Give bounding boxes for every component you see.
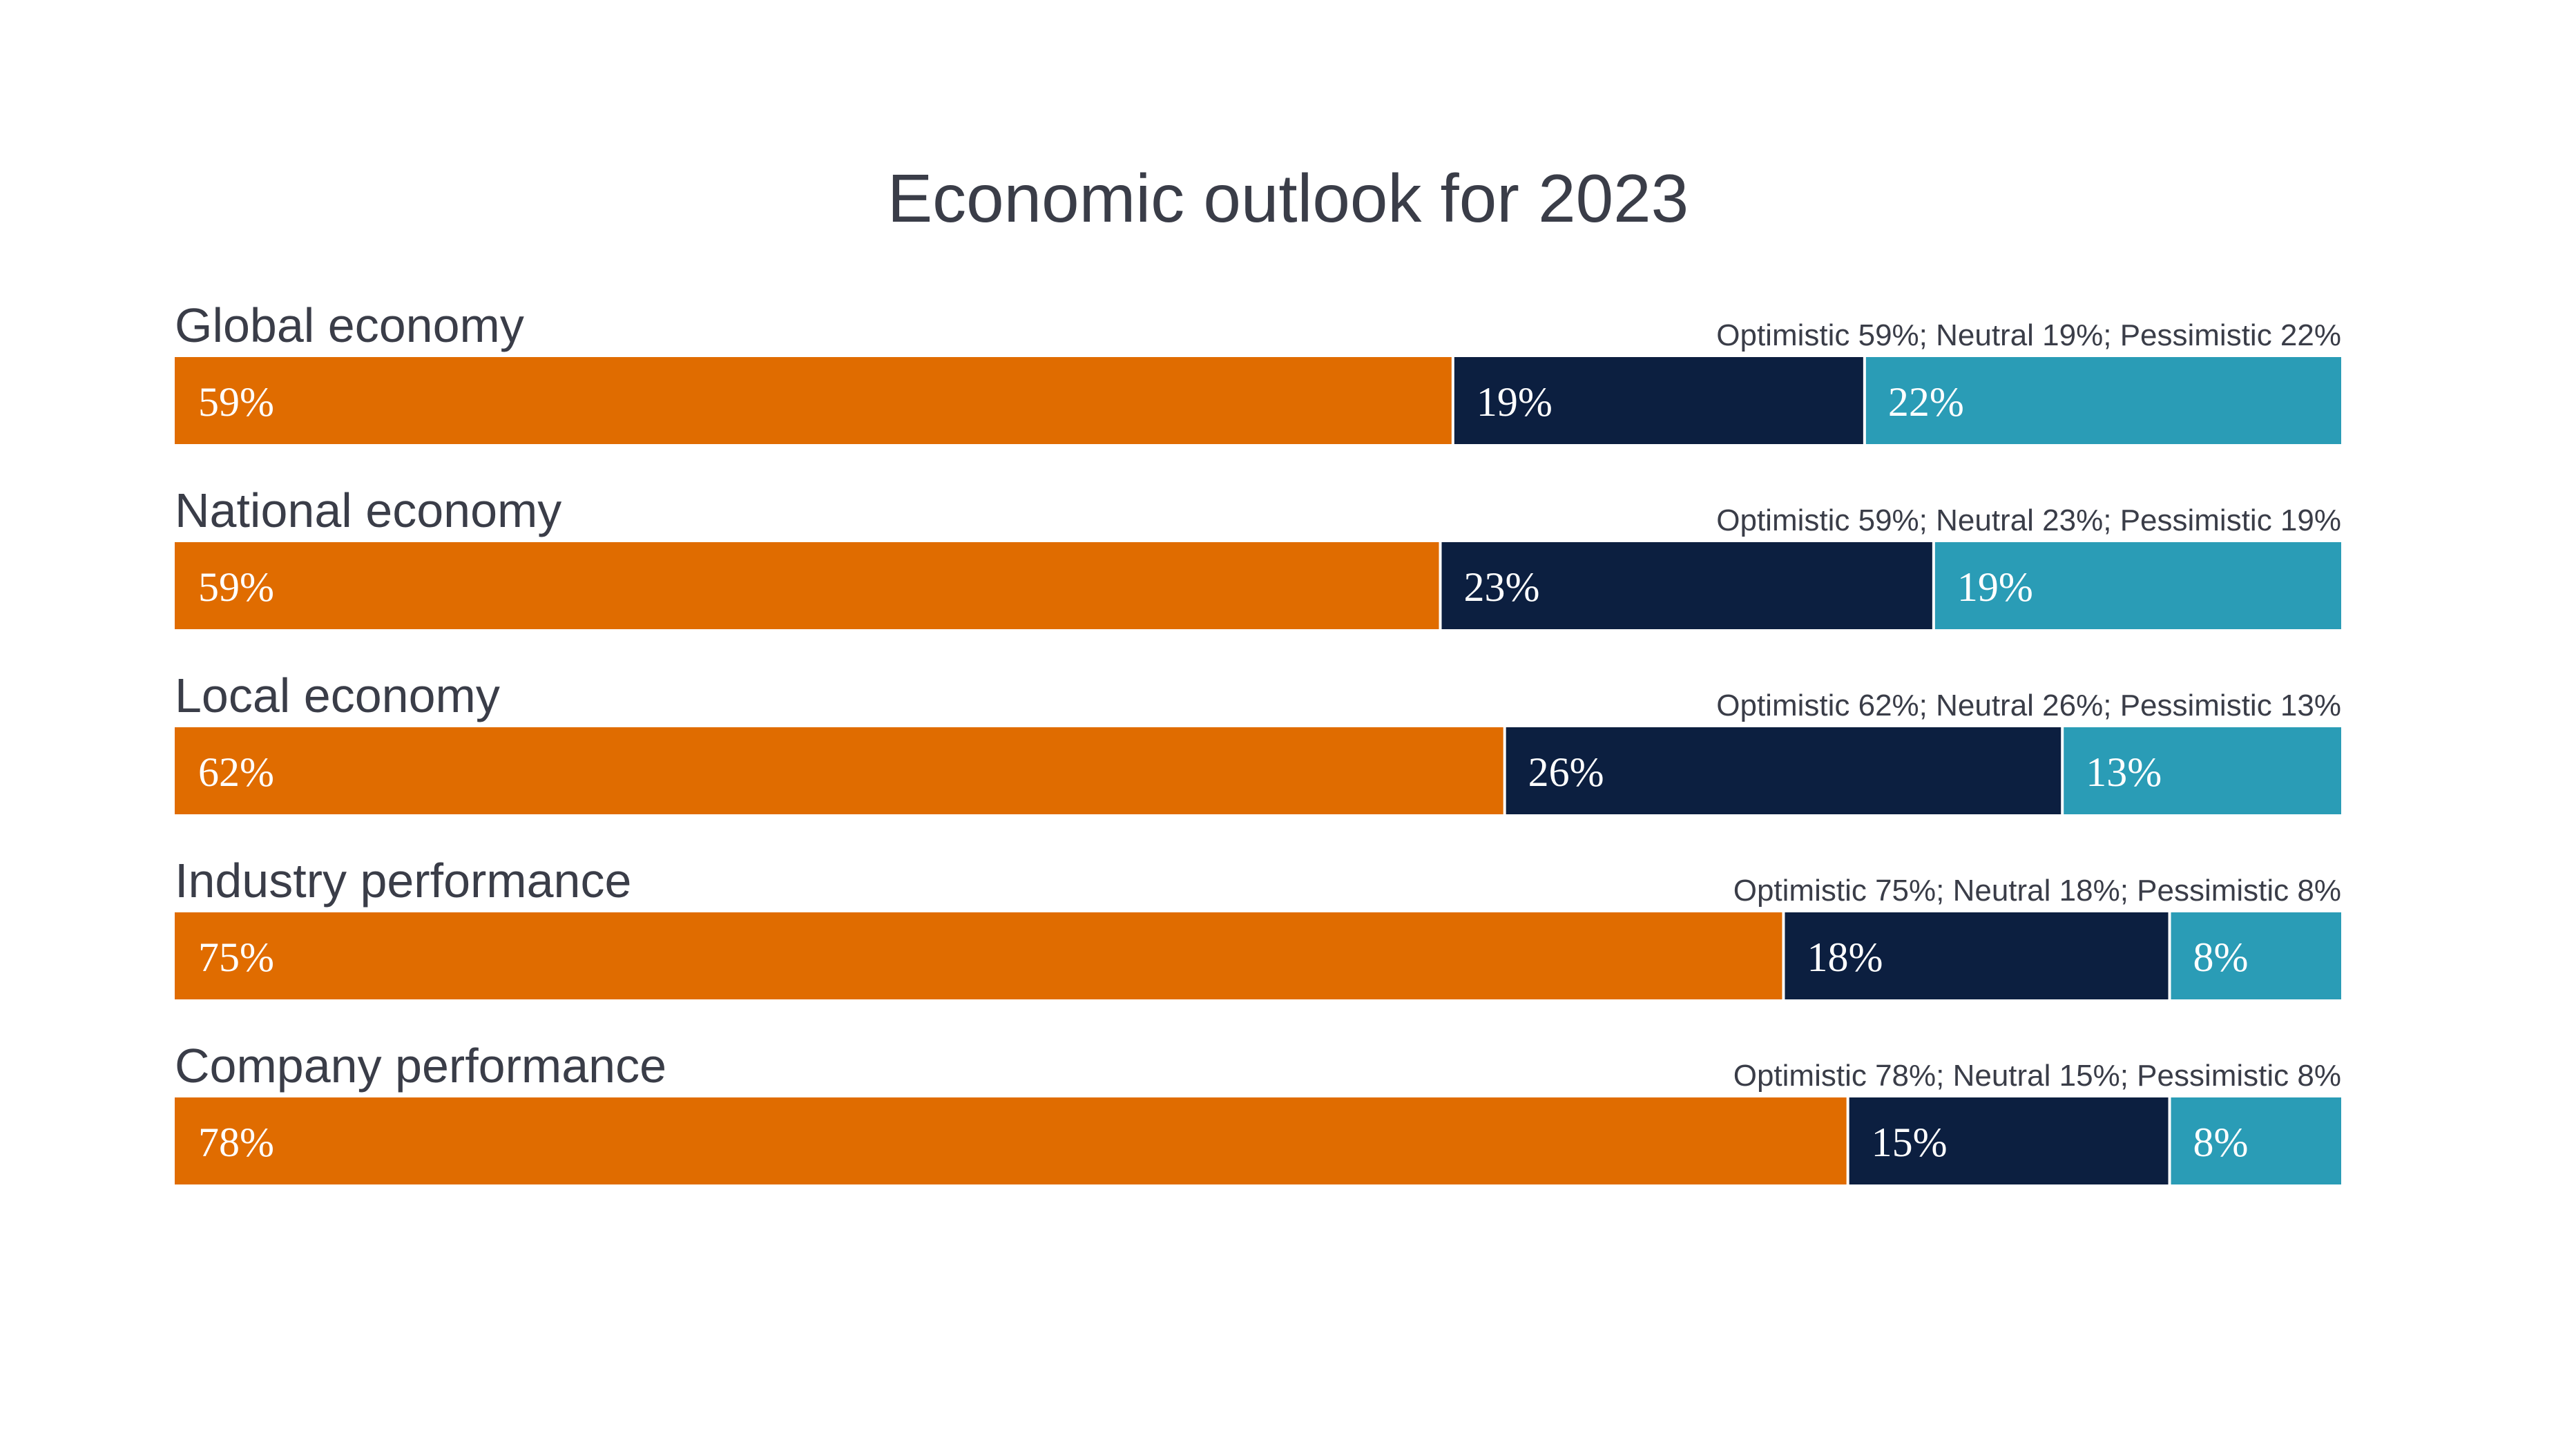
- bar-optimistic: [175, 912, 1784, 999]
- segment-divider: [1863, 357, 1866, 444]
- bar-pessimistic: [2062, 727, 2341, 814]
- segment-divider: [2168, 912, 2171, 999]
- bar-optimistic: [175, 1097, 1848, 1184]
- bar-neutral: [1452, 357, 1865, 444]
- bar-neutral: [1847, 1097, 2170, 1184]
- category-label: National economy: [175, 483, 561, 537]
- data-label-optimistic: 59%: [198, 564, 274, 610]
- bar-neutral: [1440, 542, 1934, 629]
- bar-pessimistic: [2169, 912, 2341, 999]
- bar-neutral: [1504, 727, 2063, 814]
- data-label-optimistic: 62%: [198, 749, 274, 795]
- data-label-neutral: 15%: [1872, 1120, 1948, 1165]
- segment-divider: [1451, 357, 1454, 444]
- data-label-pessimistic: 22%: [1888, 379, 1964, 425]
- data-label-optimistic: 75%: [198, 934, 274, 980]
- row-summary: Optimistic 75%; Neutral 18%; Pessimistic…: [1733, 874, 2341, 908]
- data-label-neutral: 26%: [1528, 749, 1604, 795]
- bar-optimistic: [175, 357, 1453, 444]
- segment-divider: [1503, 727, 1506, 814]
- bar-row-local-economy: Local economy Optimistic 62%; Neutral 26%…: [175, 669, 2341, 814]
- row-summary: Optimistic 59%; Neutral 23%; Pessimistic…: [1716, 503, 2341, 537]
- category-label: Global economy: [175, 298, 524, 352]
- category-label: Company performance: [175, 1039, 666, 1093]
- data-label-optimistic: 78%: [198, 1120, 274, 1165]
- bar-row-national-economy: National economy Optimistic 59%; Neutral …: [175, 483, 2341, 629]
- data-label-optimistic: 59%: [198, 379, 274, 425]
- bar-row-global-economy: Global economy Optimistic 59%; Neutral 19…: [175, 298, 2341, 444]
- data-label-pessimistic: 8%: [2193, 934, 2249, 980]
- bar-optimistic: [175, 542, 1441, 629]
- data-label-neutral: 23%: [1464, 564, 1540, 610]
- bar-neutral: [1783, 912, 2170, 999]
- row-summary: Optimistic 59%; Neutral 19%; Pessimistic…: [1716, 318, 2341, 352]
- chart-title: Economic outlook for 2023: [887, 160, 1689, 236]
- segment-divider: [1932, 542, 1935, 629]
- segment-divider: [1846, 1097, 1849, 1184]
- bar-row-industry-performance: Industry performance Optimistic 75%; Neut…: [175, 854, 2341, 999]
- row-summary: Optimistic 62%; Neutral 26%; Pessimistic…: [1716, 689, 2341, 722]
- segment-divider: [2168, 1097, 2171, 1184]
- row-summary: Optimistic 78%; Neutral 15%; Pessimistic…: [1733, 1059, 2341, 1093]
- segment-divider: [1782, 912, 1785, 999]
- category-label: Industry performance: [175, 854, 631, 908]
- bar-optimistic: [175, 727, 1505, 814]
- bar-pessimistic: [1864, 357, 2341, 444]
- bar-row-company-performance: Company performance Optimistic 78%; Neutr…: [175, 1039, 2341, 1184]
- data-label-pessimistic: 8%: [2193, 1120, 2249, 1165]
- segment-divider: [1439, 542, 1442, 629]
- data-label-pessimistic: 19%: [1957, 564, 2033, 610]
- bar-pessimistic: [1933, 542, 2341, 629]
- data-label-neutral: 18%: [1807, 934, 1883, 980]
- bar-pessimistic: [2169, 1097, 2341, 1184]
- data-label-pessimistic: 13%: [2086, 749, 2162, 795]
- segment-divider: [2061, 727, 2064, 814]
- data-label-neutral: 19%: [1477, 379, 1553, 425]
- category-label: Local economy: [175, 669, 500, 722]
